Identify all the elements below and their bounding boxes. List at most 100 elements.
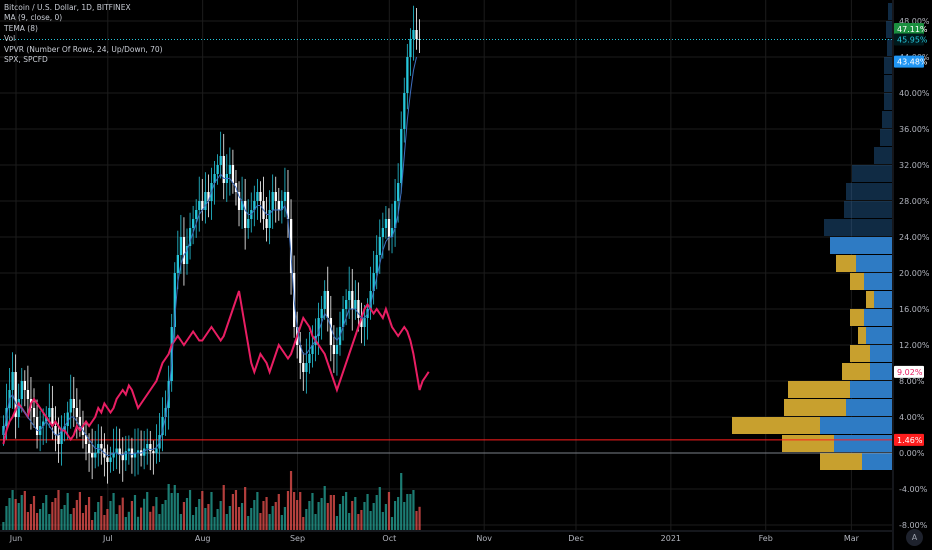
volume-bar — [91, 520, 94, 530]
candle-body — [188, 228, 192, 246]
volume-bar — [29, 504, 33, 530]
volume-bar — [341, 496, 345, 530]
vpvr-bar-up — [862, 453, 892, 470]
candle-body — [121, 454, 124, 461]
vpvr-bar-up — [870, 345, 892, 362]
candle-body — [201, 201, 204, 210]
candle-body — [45, 417, 48, 422]
candle-body — [369, 291, 372, 309]
y-axis-tick-label: 0.00% — [899, 449, 925, 458]
volume-bar — [42, 503, 45, 530]
x-axis-tick-label: Jul — [102, 534, 113, 543]
candle-body — [66, 412, 69, 426]
volume-bar — [234, 490, 238, 530]
volume-bar — [35, 513, 39, 530]
candle-body — [23, 381, 27, 390]
volume-bar — [228, 506, 231, 530]
volume-bar — [20, 495, 23, 530]
vpvr-bar-up — [846, 183, 892, 200]
volume-bar — [345, 492, 348, 530]
volume-bar — [81, 513, 85, 530]
candle-body — [354, 300, 357, 309]
x-axis-tick-label: Nov — [476, 534, 492, 543]
volume-bar — [204, 508, 207, 530]
volume-bar — [338, 504, 342, 530]
volume-bar — [155, 497, 158, 530]
price-label-hline-bg — [894, 433, 924, 446]
vpvr-bar-down — [788, 381, 850, 398]
vpvr-bar-up — [864, 273, 892, 290]
vpvr-bar-up — [870, 363, 892, 380]
candle-body — [216, 165, 219, 174]
volume-bar — [280, 515, 283, 530]
candle-body — [124, 451, 127, 461]
volume-bar — [8, 498, 11, 530]
volume-bar — [378, 487, 381, 530]
candle-body — [57, 435, 60, 444]
legend-indicator-tema[interactable]: TEMA (8) — [4, 23, 38, 33]
volume-bar — [152, 506, 155, 530]
x-axis-tick-label: Mar — [844, 534, 860, 543]
y-axis-tick-label: 8.00% — [899, 377, 925, 386]
volume-bar — [231, 494, 234, 530]
vpvr-bar-up — [834, 435, 892, 452]
candle-body — [393, 201, 397, 228]
candle-body — [256, 192, 259, 201]
volume-bar — [400, 473, 403, 530]
legend-indicator-ma[interactable]: MA (9, close, 0) — [4, 13, 63, 23]
volume-bar — [268, 514, 271, 530]
candle-body — [247, 219, 250, 228]
candle-body — [195, 210, 198, 219]
volume-bar — [366, 494, 369, 530]
y-axis-tick-label: 32.00% — [899, 161, 930, 170]
volume-bar — [244, 487, 247, 530]
candle-body — [63, 426, 66, 431]
price-label-last: 45.95% — [897, 35, 928, 44]
candle-body — [204, 192, 207, 210]
candle-body — [363, 318, 366, 327]
volume-bar — [219, 501, 222, 530]
volume-bar — [124, 517, 127, 530]
candle-body — [406, 57, 409, 93]
legend-indicator-vol[interactable]: Vol — [4, 34, 16, 44]
x-axis-tick-label: Aug — [195, 534, 211, 543]
volume-bar — [406, 494, 409, 530]
candle-body — [115, 448, 118, 453]
candle-body — [161, 417, 164, 435]
volume-bar — [198, 499, 201, 530]
volume-bar — [195, 507, 198, 530]
volume-bar — [375, 495, 378, 530]
volume-bar — [299, 492, 302, 530]
volume-bar — [335, 516, 339, 530]
volume-bar — [72, 508, 75, 530]
candle-body — [176, 255, 180, 273]
price-label-last-bg — [894, 33, 924, 46]
volume-bar — [415, 511, 418, 530]
volume-bar — [237, 507, 241, 530]
volume-bar — [192, 515, 195, 530]
legend-symbol[interactable]: Bitcoin / U.S. Dollar, 1D, BITFINEX — [4, 3, 131, 12]
volume-bar — [403, 502, 406, 530]
volume-bar — [274, 502, 277, 530]
volume-bar — [320, 498, 323, 530]
legend-indicator-spx[interactable]: SPX, SPCFD — [4, 55, 48, 65]
y-axis-tick-label: 4.00% — [899, 413, 925, 422]
volume-bar — [329, 495, 332, 530]
volume-bar — [130, 501, 134, 530]
volume-bar — [253, 500, 256, 530]
candle-body — [299, 345, 302, 363]
candle-body — [357, 300, 360, 318]
chart-legend: Bitcoin / U.S. Dollar, 1D, BITFINEX MA (… — [4, 3, 163, 65]
y-axis-tick-label: 28.00% — [899, 197, 930, 206]
candle-body — [2, 426, 5, 435]
legend-indicator-vpvr[interactable]: VPVR (Number Of Rows, 24, Up/Down, 70) — [4, 44, 163, 54]
volume-bar — [170, 493, 173, 530]
volume-bar — [296, 500, 299, 530]
candle-body — [192, 219, 195, 228]
tradingview-logo-icon[interactable]: A — [906, 529, 923, 546]
candle-body — [213, 174, 216, 183]
vpvr-bar-up — [864, 309, 892, 326]
candle-body — [35, 417, 39, 435]
candle-body — [91, 453, 94, 458]
